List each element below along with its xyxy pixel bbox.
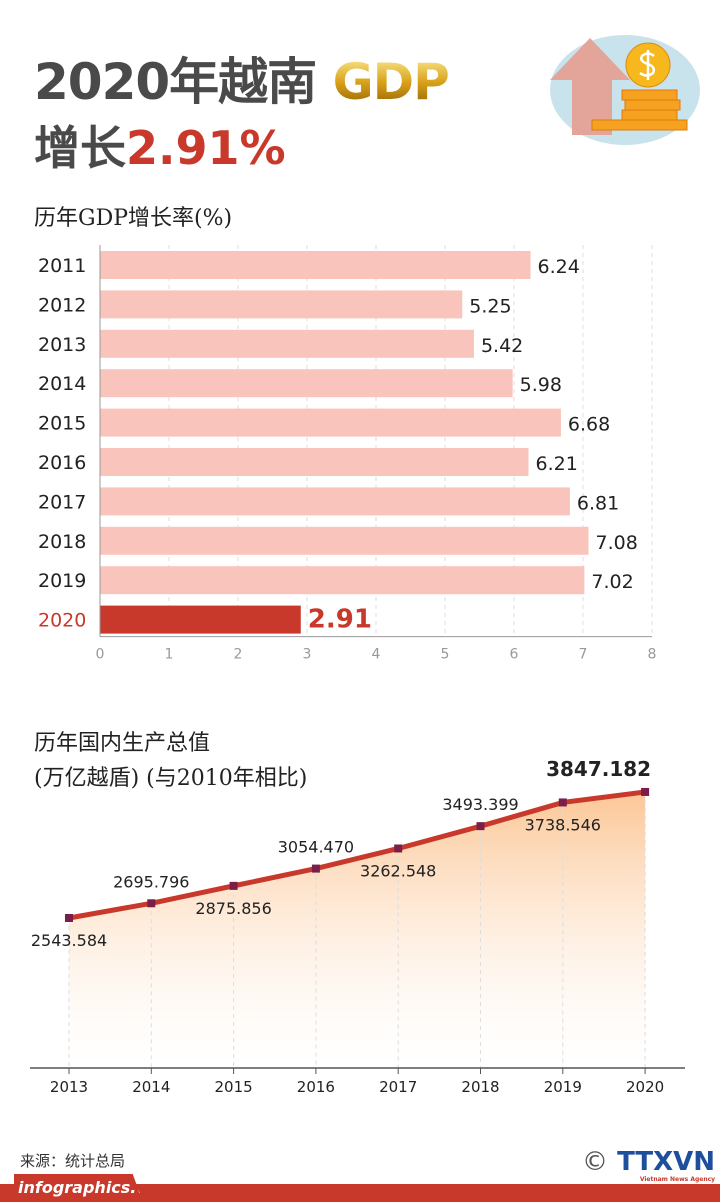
- data-point: [641, 787, 650, 796]
- site-link[interactable]: infographics.vn: [14, 1174, 143, 1202]
- bar: [100, 487, 570, 516]
- category-label: 2013: [38, 334, 86, 356]
- value-label: 6.21: [535, 453, 577, 475]
- category-label: 2011: [38, 255, 86, 277]
- value-label: 3054.470: [278, 838, 354, 857]
- value-label: 3738.546: [525, 815, 601, 834]
- bar-chart-title: 历年GDP增长率(%): [34, 206, 233, 231]
- category-label: 2012: [38, 294, 86, 316]
- main-subtitle: 增长2.91%: [34, 121, 286, 175]
- line-chart-title: 历年国内生产总值: [34, 731, 211, 756]
- x-tick-label: 3: [303, 647, 312, 663]
- x-tick-label: 4: [372, 647, 381, 663]
- data-point: [394, 844, 403, 853]
- x-tick-label: 2018: [461, 1078, 499, 1096]
- value-label: 2695.796: [113, 872, 189, 891]
- growth-coins-illustration: [550, 35, 700, 145]
- x-tick-label: 8: [648, 647, 657, 663]
- value-label: 2543.584: [31, 931, 107, 950]
- value-label: 6.81: [577, 492, 619, 514]
- area-fill: [69, 791, 646, 1068]
- data-point: [476, 822, 485, 831]
- value-label: 3262.548: [360, 861, 436, 880]
- x-tick-label: 5: [441, 647, 450, 663]
- bar: [100, 369, 513, 398]
- category-label: 2017: [38, 491, 86, 513]
- bar: [100, 408, 561, 437]
- x-tick-label: 2: [234, 647, 243, 663]
- ttxvn-logo: © TTXVN Vietnam News Agency: [582, 1148, 715, 1183]
- gdp-gold-text: GDP: [332, 53, 450, 111]
- value-label: 7.02: [591, 571, 633, 593]
- category-label: 2018: [38, 531, 86, 553]
- data-point: [558, 798, 567, 807]
- bar: [100, 566, 585, 595]
- bar: [100, 251, 531, 279]
- bar: [100, 290, 463, 319]
- data-point: [147, 899, 156, 908]
- series-line: [68, 789, 646, 921]
- category-label: 2019: [38, 570, 86, 592]
- growth-bar-chart: 0 1 2 3 4 5 6 7 8 2011 6.24 2012 5.25 2013 5.42 2014 5.9…: [38, 245, 657, 663]
- x-tick-label: 7: [579, 647, 588, 663]
- main-title: 2020年越南 GDP: [34, 53, 450, 111]
- value-label: 5.98: [520, 374, 562, 396]
- bar: [100, 605, 301, 634]
- footer-bar: [0, 1184, 720, 1202]
- bar: [100, 329, 474, 358]
- category-label: 2016: [38, 452, 86, 474]
- x-tick-label: 2013: [50, 1078, 88, 1096]
- x-tick-label: 2019: [544, 1078, 582, 1096]
- data-point: [229, 881, 238, 890]
- value-label: 6.24: [538, 256, 580, 278]
- bar: [100, 448, 529, 476]
- value-label: 7.08: [596, 532, 638, 554]
- category-label: 2015: [38, 413, 86, 435]
- bar: [100, 526, 589, 555]
- x-tick-label: 2020: [626, 1078, 664, 1096]
- x-tick-label: 1: [165, 647, 174, 663]
- value-label: 2875.856: [195, 899, 271, 918]
- value-label: 6.68: [568, 414, 610, 436]
- logo-mark: © TTXVN: [582, 1147, 716, 1177]
- x-tick-label: 0: [96, 647, 105, 663]
- gdp-area-chart: 2013 2543.584 2014 2695.796 2015 2875.856 2016…: [30, 757, 685, 1096]
- x-tick-label: 6: [510, 647, 519, 663]
- x-tick-label: 2015: [215, 1078, 253, 1096]
- value-label: 3493.399: [442, 795, 518, 814]
- x-tick-label: 2016: [297, 1078, 335, 1096]
- data-point: [65, 914, 73, 922]
- value-label: 2.91: [308, 605, 372, 635]
- category-label: 2020: [38, 610, 86, 632]
- value-label: 5.42: [481, 335, 523, 357]
- source-text: 来源：统计总局: [20, 1152, 126, 1170]
- data-point: [311, 864, 320, 873]
- logo-subtitle: Vietnam News Agency: [639, 1176, 716, 1183]
- line-chart-subtitle: (万亿越盾) (与2010年相比): [34, 766, 308, 791]
- value-label: 5.25: [469, 295, 511, 317]
- value-label: 3847.182: [546, 757, 651, 781]
- x-tick-label: 2014: [132, 1078, 170, 1096]
- category-label: 2014: [38, 373, 86, 395]
- x-tick-label: 2017: [379, 1078, 417, 1096]
